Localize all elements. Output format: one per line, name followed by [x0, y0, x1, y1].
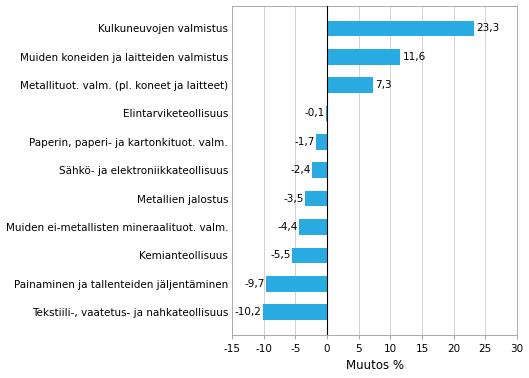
Text: 23,3: 23,3	[477, 23, 500, 33]
Bar	[327, 77, 373, 93]
Text: -4,4: -4,4	[278, 222, 298, 232]
Bar	[327, 49, 400, 65]
Bar	[262, 304, 327, 320]
X-axis label: Muutos %: Muutos %	[345, 359, 404, 372]
Text: -3,5: -3,5	[284, 194, 304, 204]
Bar	[312, 163, 327, 178]
Bar	[299, 219, 327, 235]
Text: -1,7: -1,7	[295, 137, 315, 147]
Text: 11,6: 11,6	[403, 52, 426, 62]
Bar	[327, 20, 475, 36]
Bar	[293, 248, 327, 263]
Text: 7,3: 7,3	[375, 80, 392, 90]
Text: -0,1: -0,1	[305, 108, 325, 118]
Text: -9,7: -9,7	[244, 279, 264, 289]
Text: -2,4: -2,4	[290, 165, 311, 175]
Bar	[316, 134, 327, 150]
Bar	[266, 276, 327, 291]
Bar	[305, 191, 327, 206]
Bar	[326, 106, 327, 121]
Text: -10,2: -10,2	[234, 307, 261, 317]
Text: -5,5: -5,5	[271, 250, 291, 260]
